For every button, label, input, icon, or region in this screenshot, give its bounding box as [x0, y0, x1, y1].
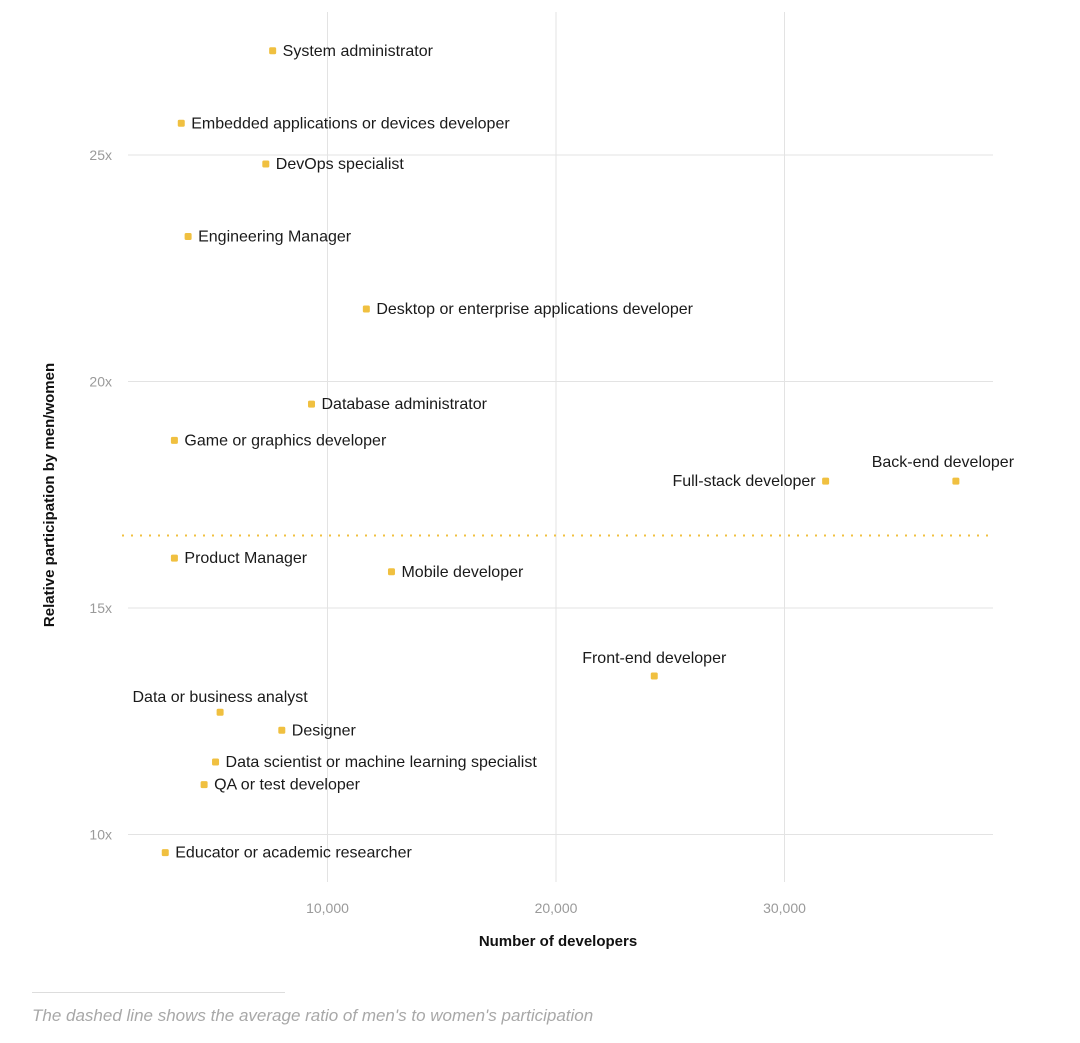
data-point — [308, 400, 316, 408]
footnote: The dashed line shows the average ratio … — [32, 1006, 594, 1025]
axis-ticks: 10x 15x 20x 25x 10,000 20,000 30,000 — [89, 147, 806, 916]
data-points — [161, 47, 960, 857]
y-tick-label: 25x — [89, 147, 112, 163]
data-point — [170, 554, 178, 562]
point-label: QA or test developer — [214, 777, 361, 794]
footnote-divider — [32, 992, 285, 993]
point-label: Back-end developer — [872, 454, 1015, 471]
data-point — [362, 305, 370, 313]
point-label: Desktop or enterprise applications devel… — [376, 301, 693, 318]
data-point — [216, 708, 224, 716]
point-label: Engineering Manager — [198, 229, 352, 246]
point-label: Embedded applications or devices develop… — [191, 115, 510, 132]
data-point — [262, 160, 270, 168]
point-label: Designer — [292, 722, 357, 739]
point-label: Data scientist or machine learning speci… — [226, 754, 538, 771]
data-point — [184, 233, 192, 241]
y-tick-label: 15x — [89, 600, 112, 616]
point-labels: System administrator Embedded application… — [133, 43, 1015, 862]
point-label: Mobile developer — [401, 564, 524, 581]
point-label: Educator or academic researcher — [175, 845, 412, 862]
point-label: System administrator — [283, 43, 434, 60]
x-tick-label: 10,000 — [306, 900, 349, 916]
point-label: Data or business analyst — [133, 689, 309, 706]
x-tick-label: 20,000 — [535, 900, 578, 916]
y-tick-label: 20x — [89, 374, 112, 390]
point-label: DevOps specialist — [276, 156, 405, 173]
data-point — [177, 119, 185, 127]
x-axis-title: Number of developers — [479, 933, 637, 950]
point-label: Full-stack developer — [672, 473, 816, 490]
data-point — [170, 436, 178, 444]
point-label: Database administrator — [322, 396, 488, 413]
data-point — [212, 758, 220, 766]
data-point — [952, 477, 960, 485]
data-point — [269, 47, 277, 55]
scatter-chart: System administrator Embedded application… — [41, 12, 1015, 950]
y-tick-label: 10x — [89, 827, 112, 843]
data-point — [161, 849, 169, 857]
data-point — [278, 726, 286, 734]
point-label: Front-end developer — [582, 650, 727, 667]
data-point — [822, 477, 830, 485]
point-label: Game or graphics developer — [184, 432, 387, 449]
gridlines — [128, 12, 993, 882]
data-point — [387, 568, 395, 576]
y-axis-title: Relative participation by men/women — [41, 363, 58, 627]
x-tick-label: 30,000 — [763, 900, 806, 916]
data-point — [200, 781, 208, 789]
data-point — [650, 672, 658, 680]
point-label: Product Manager — [184, 550, 307, 567]
